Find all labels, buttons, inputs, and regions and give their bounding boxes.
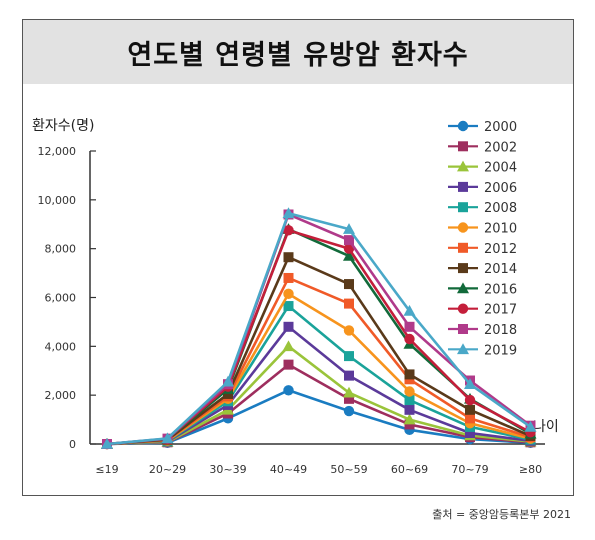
legend-marker-2010 — [457, 222, 469, 233]
data-point-2017 — [283, 225, 294, 236]
legend-marker-2004 — [457, 160, 469, 172]
y-axis-title: 환자수(명) — [32, 118, 94, 134]
y-tick-label: 6,000 — [45, 292, 77, 305]
data-point-2014 — [283, 252, 294, 263]
legend-marker-2014 — [458, 263, 468, 274]
data-point-2010 — [283, 288, 294, 300]
y-tick-label: 0 — [69, 438, 76, 451]
chart-title: 연도별 연령별 유방암 환자수 — [127, 39, 469, 71]
legend-label-2004: 2004 — [484, 161, 517, 176]
data-point-2010 — [343, 325, 355, 336]
legend-marker-2018 — [458, 324, 468, 334]
legend-label-2012: 2012 — [484, 242, 517, 257]
data-point-2018 — [344, 235, 354, 246]
data-point-2019 — [464, 378, 476, 389]
data-point-2019 — [524, 420, 537, 432]
data-point-2019 — [403, 304, 416, 316]
y-tick-label: 10,000 — [38, 194, 77, 207]
data-point-2014 — [465, 404, 475, 415]
y-tick-label: 2,000 — [45, 389, 77, 402]
data-point-2006 — [283, 321, 294, 332]
x-axis-title: 나이 — [533, 419, 559, 435]
x-tick-label: 40~49 — [270, 463, 307, 476]
data-point-2004 — [343, 386, 355, 398]
x-tick-label: ≤19 — [95, 463, 118, 476]
legend-marker-2017 — [457, 303, 469, 314]
x-tick-label: 30~39 — [209, 463, 246, 476]
legend-marker-2002 — [458, 141, 468, 152]
legend-label-2017: 2017 — [484, 303, 517, 318]
legend-marker-2000 — [457, 120, 469, 132]
data-point-2008 — [344, 351, 354, 362]
legend-marker-2012 — [458, 242, 468, 253]
data-point-2000 — [343, 405, 355, 417]
data-point-2014 — [404, 369, 415, 380]
x-tick-label: 70~79 — [451, 463, 488, 476]
x-tick-label: 20~29 — [149, 463, 186, 476]
x-tick-label: 50~59 — [330, 463, 367, 476]
data-point-2004 — [282, 340, 295, 352]
legend-label-2018: 2018 — [484, 323, 517, 338]
legend-label-2008: 2008 — [484, 201, 517, 216]
data-point-2012 — [344, 298, 354, 309]
x-tick-label: ≥80 — [519, 463, 542, 476]
data-point-2006 — [465, 428, 475, 439]
legend-label-2000: 2000 — [484, 120, 517, 135]
legend-marker-2008 — [458, 202, 468, 213]
data-point-2019 — [101, 438, 113, 449]
data-point-2019 — [222, 375, 234, 387]
source-note: 출처 = 중앙암등록본부 2021 — [432, 508, 571, 521]
chart-frame: 연도별 연령별 유방암 환자수 — [22, 19, 574, 496]
y-tick-label: 12,000 — [38, 145, 77, 158]
data-point-2000 — [283, 385, 294, 396]
data-point-2014 — [344, 279, 354, 290]
data-point-2018 — [404, 321, 415, 332]
legend-label-2010: 2010 — [484, 222, 517, 237]
legend-marker-2016 — [457, 282, 469, 294]
data-point-2012 — [465, 413, 475, 424]
data-point-2016 — [343, 249, 355, 261]
legend-marker-2006 — [458, 181, 468, 192]
data-point-2006 — [404, 404, 415, 415]
data-point-2019 — [161, 432, 174, 444]
legend-label-2002: 2002 — [484, 140, 517, 155]
y-tick-label: 8,000 — [45, 243, 77, 256]
data-point-2019 — [343, 223, 355, 234]
data-point-2014 — [223, 388, 233, 399]
data-point-2019 — [282, 207, 295, 219]
data-point-2004 — [403, 413, 416, 425]
x-tick-label: 60~69 — [391, 463, 428, 476]
legend-label-2016: 2016 — [484, 282, 517, 297]
legend-label-2019: 2019 — [484, 343, 517, 358]
series-line-2019 — [106, 211, 532, 446]
data-point-2012 — [283, 272, 294, 283]
data-point-2002 — [283, 359, 294, 370]
data-point-2002 — [404, 419, 415, 430]
data-point-2017 — [404, 333, 415, 345]
legend-label-2006: 2006 — [484, 181, 517, 196]
data-point-2002 — [344, 393, 354, 404]
data-point-2017 — [464, 394, 476, 406]
data-point-2008 — [404, 395, 415, 406]
data-point-2008 — [283, 301, 294, 312]
title-bar: 연도별 연령별 유방암 환자수 — [23, 20, 573, 84]
data-point-2006 — [344, 370, 354, 381]
data-point-2010 — [404, 386, 415, 397]
legend-label-2014: 2014 — [484, 262, 517, 277]
y-tick-label: 4,000 — [45, 340, 77, 353]
legend-marker-2019 — [457, 343, 469, 355]
